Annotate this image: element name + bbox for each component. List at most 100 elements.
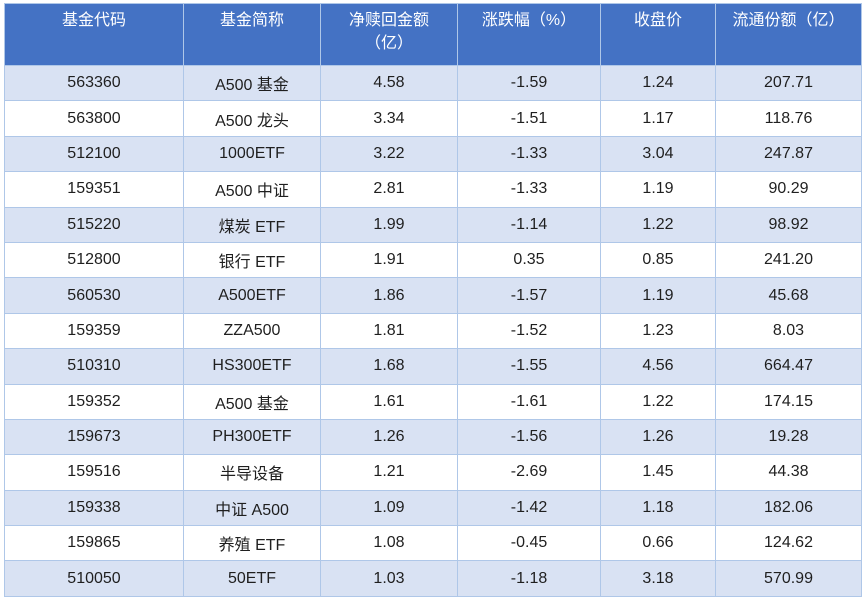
cell-close-price: 1.19	[600, 171, 716, 208]
cell-fund-name: 银行 ETF	[183, 241, 321, 279]
table-row: 159673 PH300ETF 1.26 -1.56 1.26 19.28	[4, 418, 862, 456]
cell-net-redemption: 1.86	[320, 277, 458, 314]
cell-close-price: 1.24	[600, 64, 716, 102]
cell-float-shares: 98.92	[715, 206, 862, 243]
cell-fund-code: 159516	[4, 454, 184, 491]
table-row: 515220 煤炭 ETF 1.99 -1.14 1.22 98.92	[4, 206, 862, 243]
cell-float-shares: 664.47	[715, 348, 862, 385]
table-body: 563360 A500 基金 4.58 -1.59 1.24 207.71 56…	[4, 64, 862, 597]
cell-net-redemption: 4.58	[320, 64, 458, 102]
cell-net-redemption: 1.09	[320, 489, 458, 527]
cell-close-price: 1.22	[600, 383, 716, 420]
cell-fund-name: 1000ETF	[183, 135, 321, 173]
cell-float-shares: 241.20	[715, 241, 862, 279]
column-header-fund-name: 基金简称	[183, 3, 321, 66]
cell-fund-name: 50ETF	[183, 560, 321, 597]
cell-fund-code: 512800	[4, 241, 184, 279]
cell-net-redemption: 1.61	[320, 383, 458, 420]
table-row: 512100 1000ETF 3.22 -1.33 3.04 247.87	[4, 135, 862, 173]
cell-change-pct: -2.69	[457, 454, 601, 491]
cell-float-shares: 118.76	[715, 100, 862, 137]
table-row: 159338 中证 A500 1.09 -1.42 1.18 182.06	[4, 489, 862, 527]
cell-change-pct: -0.45	[457, 525, 601, 562]
cell-float-shares: 90.29	[715, 171, 862, 208]
table-row: 510050 50ETF 1.03 -1.18 3.18 570.99	[4, 560, 862, 597]
cell-float-shares: 44.38	[715, 454, 862, 491]
column-header-close-price: 收盘价	[600, 3, 716, 66]
cell-net-redemption: 1.68	[320, 348, 458, 385]
cell-fund-code: 159673	[4, 418, 184, 456]
cell-float-shares: 247.87	[715, 135, 862, 173]
cell-fund-name: HS300ETF	[183, 348, 321, 385]
header-row: 基金代码 基金简称 净赎回金额 （亿） 涨跌幅（%） 收盘价 流通份额（亿）	[4, 3, 862, 66]
fund-table: 基金代码 基金简称 净赎回金额 （亿） 涨跌幅（%） 收盘价 流通份额（亿） 5…	[4, 3, 862, 597]
cell-change-pct: -1.14	[457, 206, 601, 243]
cell-close-price: 0.66	[600, 525, 716, 562]
cell-fund-code: 560530	[4, 277, 184, 314]
cell-fund-name: ZZA500	[183, 312, 321, 350]
cell-float-shares: 45.68	[715, 277, 862, 314]
cell-fund-name: A500 中证	[183, 171, 321, 208]
table-row: 159352 A500 基金 1.61 -1.61 1.22 174.15	[4, 383, 862, 420]
table-row: 159351 A500 中证 2.81 -1.33 1.19 90.29	[4, 171, 862, 208]
table-row: 159516 半导设备 1.21 -2.69 1.45 44.38	[4, 454, 862, 491]
cell-float-shares: 570.99	[715, 560, 862, 597]
table-row: 563800 A500 龙头 3.34 -1.51 1.17 118.76	[4, 100, 862, 137]
cell-close-price: 1.17	[600, 100, 716, 137]
cell-fund-name: A500 基金	[183, 64, 321, 102]
cell-fund-name: 煤炭 ETF	[183, 206, 321, 243]
cell-fund-name: A500 龙头	[183, 100, 321, 137]
cell-change-pct: -1.18	[457, 560, 601, 597]
cell-net-redemption: 1.99	[320, 206, 458, 243]
cell-fund-code: 159865	[4, 525, 184, 562]
column-header-float-shares: 流通份额（亿）	[715, 3, 862, 66]
cell-float-shares: 19.28	[715, 418, 862, 456]
cell-close-price: 1.45	[600, 454, 716, 491]
cell-net-redemption: 3.34	[320, 100, 458, 137]
table-row: 563360 A500 基金 4.58 -1.59 1.24 207.71	[4, 64, 862, 102]
table-row: 560530 A500ETF 1.86 -1.57 1.19 45.68	[4, 277, 862, 314]
cell-change-pct: -1.55	[457, 348, 601, 385]
cell-close-price: 0.85	[600, 241, 716, 279]
cell-close-price: 4.56	[600, 348, 716, 385]
column-header-fund-code: 基金代码	[4, 3, 184, 66]
cell-net-redemption: 1.26	[320, 418, 458, 456]
cell-fund-code: 159338	[4, 489, 184, 527]
cell-fund-code: 510310	[4, 348, 184, 385]
cell-fund-code: 515220	[4, 206, 184, 243]
cell-fund-code: 563800	[4, 100, 184, 137]
cell-change-pct: -1.61	[457, 383, 601, 420]
cell-net-redemption: 1.21	[320, 454, 458, 491]
cell-float-shares: 174.15	[715, 383, 862, 420]
cell-change-pct: -1.51	[457, 100, 601, 137]
cell-change-pct: -1.33	[457, 135, 601, 173]
table-row: 512800 银行 ETF 1.91 0.35 0.85 241.20	[4, 241, 862, 279]
cell-fund-name: A500 基金	[183, 383, 321, 420]
cell-fund-code: 159359	[4, 312, 184, 350]
cell-close-price: 1.19	[600, 277, 716, 314]
cell-fund-name: 养殖 ETF	[183, 525, 321, 562]
cell-net-redemption: 2.81	[320, 171, 458, 208]
cell-fund-name: 半导设备	[183, 454, 321, 491]
cell-close-price: 3.04	[600, 135, 716, 173]
cell-close-price: 1.23	[600, 312, 716, 350]
column-header-change-pct: 涨跌幅（%）	[457, 3, 601, 66]
cell-net-redemption: 1.81	[320, 312, 458, 350]
cell-float-shares: 124.62	[715, 525, 862, 562]
cell-net-redemption: 1.08	[320, 525, 458, 562]
cell-fund-name: A500ETF	[183, 277, 321, 314]
cell-change-pct: -1.42	[457, 489, 601, 527]
table-row: 510310 HS300ETF 1.68 -1.55 4.56 664.47	[4, 348, 862, 385]
table-row: 159359 ZZA500 1.81 -1.52 1.23 8.03	[4, 312, 862, 350]
cell-change-pct: -1.33	[457, 171, 601, 208]
cell-change-pct: -1.52	[457, 312, 601, 350]
table-row: 159865 养殖 ETF 1.08 -0.45 0.66 124.62	[4, 525, 862, 562]
cell-close-price: 1.18	[600, 489, 716, 527]
table-header: 基金代码 基金简称 净赎回金额 （亿） 涨跌幅（%） 收盘价 流通份额（亿）	[4, 3, 862, 66]
cell-float-shares: 207.71	[715, 64, 862, 102]
cell-change-pct: -1.59	[457, 64, 601, 102]
cell-fund-code: 510050	[4, 560, 184, 597]
cell-net-redemption: 1.91	[320, 241, 458, 279]
cell-net-redemption: 3.22	[320, 135, 458, 173]
cell-fund-name: 中证 A500	[183, 489, 321, 527]
